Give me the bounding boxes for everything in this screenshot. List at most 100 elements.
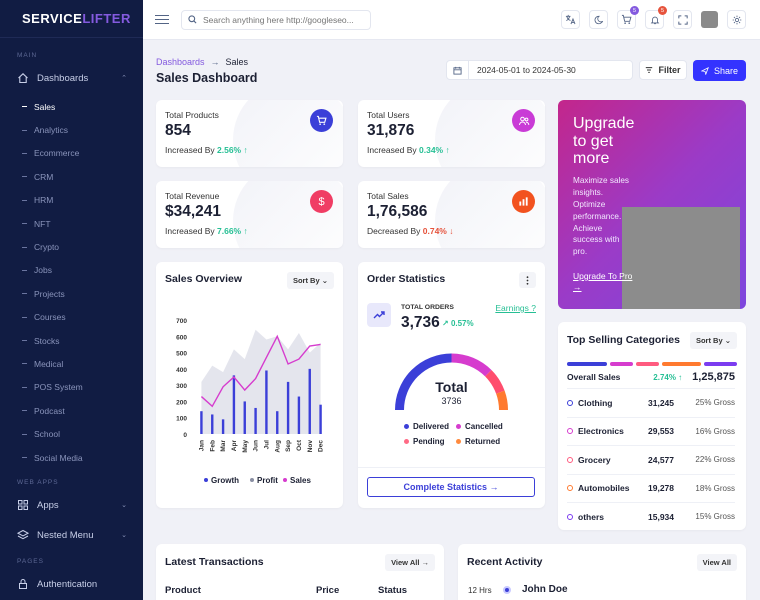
sidebar-subitem-analytics[interactable]: Analytics (0, 118, 143, 141)
sidebar-subitem-label: Podcast (34, 405, 65, 416)
sidebar-subitem-projects[interactable]: Projects (0, 282, 143, 305)
gauge-segment-pending (484, 370, 505, 394)
legend-dot (250, 478, 254, 482)
app-logo[interactable]: SERVICE LIFTER (0, 0, 143, 38)
growth-bar (297, 396, 301, 434)
legend-dot (404, 424, 409, 429)
bullet-icon (22, 316, 27, 318)
bullet-icon (22, 152, 27, 154)
sidebar-subitem-podcast[interactable]: Podcast (0, 399, 143, 422)
translate-button[interactable] (561, 10, 580, 29)
more-options-button[interactable] (519, 272, 536, 288)
user-avatar[interactable] (701, 11, 718, 28)
breadcrumb-link-dashboards[interactable]: Dashboards (156, 57, 205, 67)
category-gross: 18% Gross (695, 483, 735, 493)
sidebar-subitem-crm[interactable]: CRM (0, 165, 143, 188)
arrow-down-icon: ↓ (449, 226, 454, 236)
sidebar-item-dashboards[interactable]: Dashboards ⌃ (0, 65, 143, 91)
order-statistics-card: Order Statistics TOTAL ORDERS 3,736 ↗ 0.… (358, 262, 545, 508)
menu-toggle-icon[interactable] (155, 12, 169, 27)
sidebar-subitem-pos-system[interactable]: POS System (0, 376, 143, 399)
send-icon (700, 66, 709, 75)
category-row: Electronics 29,553 16% Gross (567, 416, 735, 445)
column-header-product: Product (165, 585, 201, 596)
sidebar-subitem-label: School (34, 429, 60, 440)
sidebar-subitem-crypto[interactable]: Crypto (0, 235, 143, 258)
gauge-label: Total (435, 379, 468, 395)
y-tick-label: 200 (176, 399, 187, 406)
x-tick-label: Aug (274, 440, 281, 453)
page-title: Sales Dashboard (156, 71, 258, 85)
sidebar-subitem-medical[interactable]: Medical (0, 352, 143, 375)
arrow-up-icon: ↑ (243, 145, 248, 155)
settings-button[interactable] (727, 10, 746, 29)
cart-icon (310, 109, 333, 132)
order-gauge-chart (395, 353, 508, 411)
card-title: Sales Overview (165, 273, 243, 285)
sidebar-subitem-hrm[interactable]: HRM (0, 189, 143, 212)
header-actions: 5 5 (552, 6, 746, 29)
upgrade-link[interactable]: Upgrade To Pro → (573, 271, 633, 293)
sidebar-item-authentication[interactable]: Authentication (0, 571, 143, 597)
theme-toggle-button[interactable] (589, 10, 608, 29)
sidebar-subitem-courses[interactable]: Courses (0, 306, 143, 329)
sidebar-item-nested-menu[interactable]: Nested Menu ⌄ (0, 522, 143, 548)
notifications-button[interactable]: 5 (645, 6, 667, 29)
sidebar-subitem-label: POS System (34, 382, 83, 393)
sidebar-subitem-label: Stocks (34, 335, 60, 346)
sidebar-category-web-apps: WEB APPS (17, 479, 59, 487)
sidebar-subitem-label: HRM (34, 195, 54, 206)
cart-icon (621, 14, 632, 24)
sort-by-button[interactable]: Sort By ⌄ (286, 272, 334, 289)
category-gross: 22% Gross (695, 455, 735, 464)
sidebar-subitem-ecommerce[interactable]: Ecommerce (0, 142, 143, 165)
logo-text-b: LIFTER (82, 11, 131, 26)
stat-card-revenue: Total Revenue $34,241 Increased By 7.66%… (156, 181, 343, 248)
search-input[interactable] (203, 14, 363, 25)
bullet-icon (22, 199, 27, 201)
dollar-icon: $ (310, 190, 333, 213)
sidebar-subitem-social-media[interactable]: Social Media (0, 446, 143, 469)
complete-statistics-button[interactable]: Complete Statistics → (367, 477, 535, 497)
earnings-link[interactable]: Earnings ? (495, 303, 536, 313)
sort-by-button[interactable]: Sort By ⌄ (689, 332, 737, 349)
view-all-button[interactable]: View All (696, 554, 737, 571)
legend-label: Cancelled (465, 422, 503, 431)
sidebar-subitem-label: Medical (34, 358, 64, 369)
sidebar-subitem-jobs[interactable]: Jobs (0, 259, 143, 282)
sidebar-subitem-label: Sales (34, 101, 56, 112)
legend-item-pending: Pending (404, 437, 445, 446)
share-button[interactable]: Share (693, 60, 746, 81)
growth-bar (221, 419, 225, 434)
sales-overview-card: Sales Overview Sort By ⌄ 0 100 200 300 400 50… (156, 262, 343, 508)
y-tick-label: 700 (176, 318, 187, 325)
search-box[interactable] (181, 9, 371, 30)
grid-icon (17, 499, 29, 511)
share-label: Share (713, 65, 739, 76)
sidebar-subitem-nft[interactable]: NFT (0, 212, 143, 235)
category-dot (567, 513, 573, 520)
stat-value: 31,876 (367, 122, 415, 139)
sidebar-item-apps[interactable]: Apps ⌄ (0, 492, 143, 518)
sidebar-subitem-sales[interactable]: Sales (0, 95, 143, 118)
legend-label: Returned (465, 437, 501, 446)
bullet-icon (22, 410, 27, 412)
legend-label: Delivered (413, 422, 450, 431)
date-range-picker[interactable]: 2024-05-01 to 2024-05-30 (446, 60, 633, 80)
legend-label: Sales (290, 476, 311, 485)
stat-card-products: Total Products 854 Increased By 2.56% ↑ (156, 100, 343, 167)
logo-text-a: SERVICE (22, 11, 83, 26)
bullet-icon (22, 106, 27, 108)
sidebar-subitem-school[interactable]: School (0, 422, 143, 445)
sales-line (200, 334, 321, 408)
view-all-button[interactable]: View All → (385, 554, 435, 571)
card-title: Latest Transactions (165, 556, 264, 568)
fullscreen-button[interactable] (673, 10, 692, 29)
cart-button[interactable]: 5 (617, 6, 639, 29)
breadcrumb-current: Sales (225, 57, 249, 67)
sidebar-subitem-stocks[interactable]: Stocks (0, 329, 143, 352)
filter-button[interactable]: Filter (639, 60, 687, 80)
notifications-badge: 5 (658, 6, 667, 15)
category-row: Grocery 24,577 22% Gross (567, 445, 735, 473)
category-value: 15,934 (648, 511, 674, 522)
